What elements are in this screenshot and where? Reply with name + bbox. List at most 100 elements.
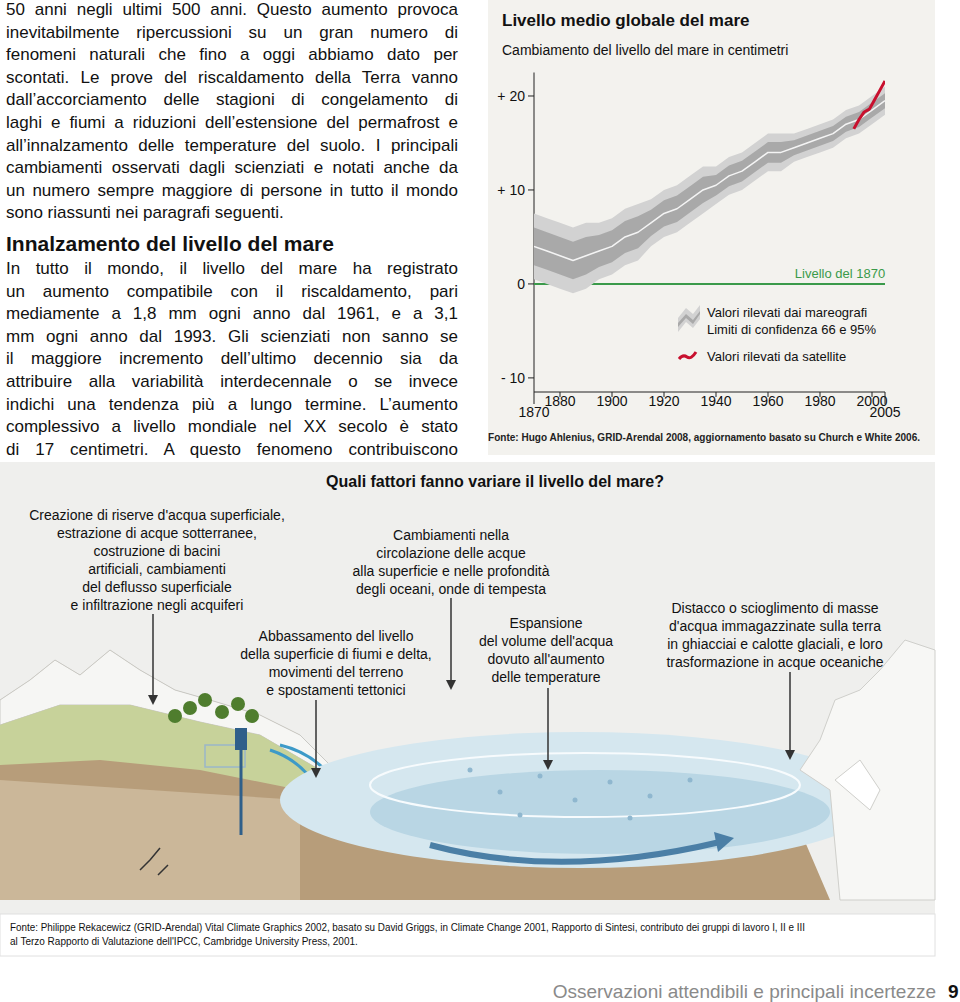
- bubble: [498, 790, 503, 795]
- legend-label: Valori rilevati da satellite: [707, 349, 846, 364]
- tectonic-arrows: [140, 848, 168, 875]
- chart-panel: [488, 0, 935, 455]
- x-tick-label: 2005: [869, 404, 900, 420]
- y-tick: [528, 377, 534, 378]
- text-line: un numero sempre maggiore di persone in …: [6, 180, 458, 202]
- text-line: mm ogni anno dal 1993. Gli scienziati no…: [6, 326, 458, 348]
- chart-subtitle: Cambiamento del livello del mare in cent…: [502, 42, 788, 58]
- diagram-label: estrazione di acque sotterranee,: [57, 525, 257, 541]
- diagram-label: alla superficie e nelle profondità: [353, 563, 550, 579]
- diagram-label: del deflusso superficiale: [82, 579, 232, 595]
- pointer-arrowhead: [311, 768, 321, 778]
- footer-title: Osservazioni attendibili e principali in…: [553, 981, 936, 1002]
- well-pipe: [240, 750, 243, 835]
- text-line: 50 anni negli ultimi 500 anni. Questo au…: [6, 0, 458, 21]
- y-tick: [528, 95, 534, 96]
- bubble: [608, 780, 613, 785]
- pointer-arrowhead: [543, 760, 553, 770]
- diagram-label: delle temperature: [492, 669, 601, 685]
- tide-gauge-line: [534, 101, 885, 261]
- deep-current: [430, 842, 720, 862]
- surface-current: [370, 753, 800, 817]
- diagram-panel: [0, 462, 935, 914]
- diagram-source: Fonte: Philippe Rekacewicz (GRID-Arendal…: [10, 922, 805, 933]
- x-tick: [534, 392, 535, 404]
- legend-label: Limiti di confidenza 66 e 95%: [707, 322, 877, 337]
- satellite-line: [854, 81, 885, 129]
- diagram-label: dovuto all'aumento: [487, 651, 604, 667]
- diagram-label: movimenti del terreno: [269, 664, 404, 680]
- bubble: [518, 813, 523, 818]
- pointer-arrow: [315, 700, 317, 770]
- diagram-title: Quali fattori fanno variare il livello d…: [326, 473, 664, 490]
- diagram-label: trasformazione in acque oceaniche: [666, 654, 883, 670]
- page-number: 9: [948, 981, 959, 1002]
- well: [235, 728, 247, 750]
- diagram-label: costruzione di bacini: [94, 543, 221, 559]
- pointer-arrow: [789, 672, 791, 752]
- diagram-label: Distacco o scioglimento di masse: [672, 600, 879, 616]
- diagram-label: del volume dell'acqua: [479, 633, 613, 649]
- page-graphics: Livello medio globale del mare Cambiament…: [0, 0, 960, 1002]
- y-tick-label: - 10: [501, 370, 525, 386]
- bubble: [628, 816, 633, 821]
- diagram-label: Espansione: [509, 615, 582, 631]
- diagram-label: in ghiacciai e calotte glaciali, e loro: [667, 636, 883, 652]
- tree: [231, 697, 245, 711]
- chart-source: Fonte: Hugo Ahlenius, GRID-Arendal 2008,…: [488, 431, 920, 443]
- y-tick: [528, 189, 534, 190]
- text-line: sono riassunti nei paragrafi seguenti.: [6, 202, 458, 224]
- x-tick-label: 1980: [804, 393, 835, 409]
- bubble: [538, 774, 543, 779]
- diagram-label: della superficie di fiumi e delta,: [240, 646, 431, 662]
- pointer-arrowhead: [148, 695, 158, 705]
- x-tick-label: 1920: [648, 393, 679, 409]
- y-tick-label: 0: [517, 276, 525, 292]
- y-tick-label: + 10: [497, 182, 525, 198]
- source-box: [0, 914, 935, 956]
- text-line: complessivo a livello mondiale nel XX se…: [6, 416, 458, 438]
- y-tick-label: + 20: [497, 88, 525, 104]
- glacier: [800, 640, 935, 900]
- diagram-label: degli oceani, onde di tempesta: [356, 581, 546, 597]
- bubble: [648, 794, 653, 799]
- ocean-deep: [370, 770, 830, 854]
- x-tick: [885, 392, 886, 404]
- deep-current-head: [714, 832, 734, 852]
- text-line: indichi una tendenza più a lungo termine…: [6, 394, 458, 416]
- text-line: In tutto il mondo, il livello del mare h…: [6, 258, 458, 280]
- confidence-band: [534, 93, 885, 279]
- text-line: il maggiore incremento dell’ultimo decen…: [6, 348, 458, 370]
- text-line: inevitabilmente ripercussioni su un gran…: [6, 22, 458, 44]
- x-tick-label: 1880: [544, 393, 575, 409]
- text-line: di 17 centimetri. A questo fenomeno cont…: [6, 439, 458, 461]
- landscape: [0, 640, 935, 900]
- plot-area: [534, 81, 885, 293]
- pointer-arrow: [152, 614, 154, 697]
- text-line: cambiamenti osservati dagli scienziati e…: [6, 157, 458, 179]
- pointer-arrowhead: [785, 750, 795, 760]
- legend-swatch: [678, 311, 700, 327]
- text-line: scontati. Le prove del riscaldamento del…: [6, 67, 458, 89]
- diagram-label: e spostamenti tettonici: [266, 682, 405, 698]
- text-line: mediamente a 1,8 mm ogni anno dal 1961, …: [6, 303, 458, 325]
- plain: [0, 705, 320, 790]
- x-tick-label: 1940: [700, 393, 731, 409]
- pointer-arrowhead: [446, 680, 456, 690]
- chart-title: Livello medio globale del mare: [502, 11, 750, 30]
- bubble: [468, 768, 473, 773]
- text-line: laghi e fiumi a riduzioni dell’estension…: [6, 112, 458, 134]
- text-line: attribuire alla variabilità interdecenna…: [6, 371, 458, 393]
- tree: [198, 693, 212, 707]
- text-line: dall’accorciamento delle stagioni di con…: [6, 89, 458, 111]
- section-heading: Innalzamento del livello del mare: [6, 232, 334, 256]
- bubble: [573, 798, 578, 803]
- tree: [168, 709, 182, 723]
- diagram-label: e infiltrazione negli acquiferi: [71, 597, 244, 613]
- legend: Valori rilevati dai mareografiLimiti di …: [678, 305, 877, 364]
- text-line: fenomeni naturali che fino a oggi abbiam…: [6, 44, 458, 66]
- tree: [215, 705, 229, 719]
- confidence-band: [534, 87, 885, 294]
- bubble: [688, 778, 693, 783]
- diagram-label: Cambiamenti nella: [393, 527, 509, 543]
